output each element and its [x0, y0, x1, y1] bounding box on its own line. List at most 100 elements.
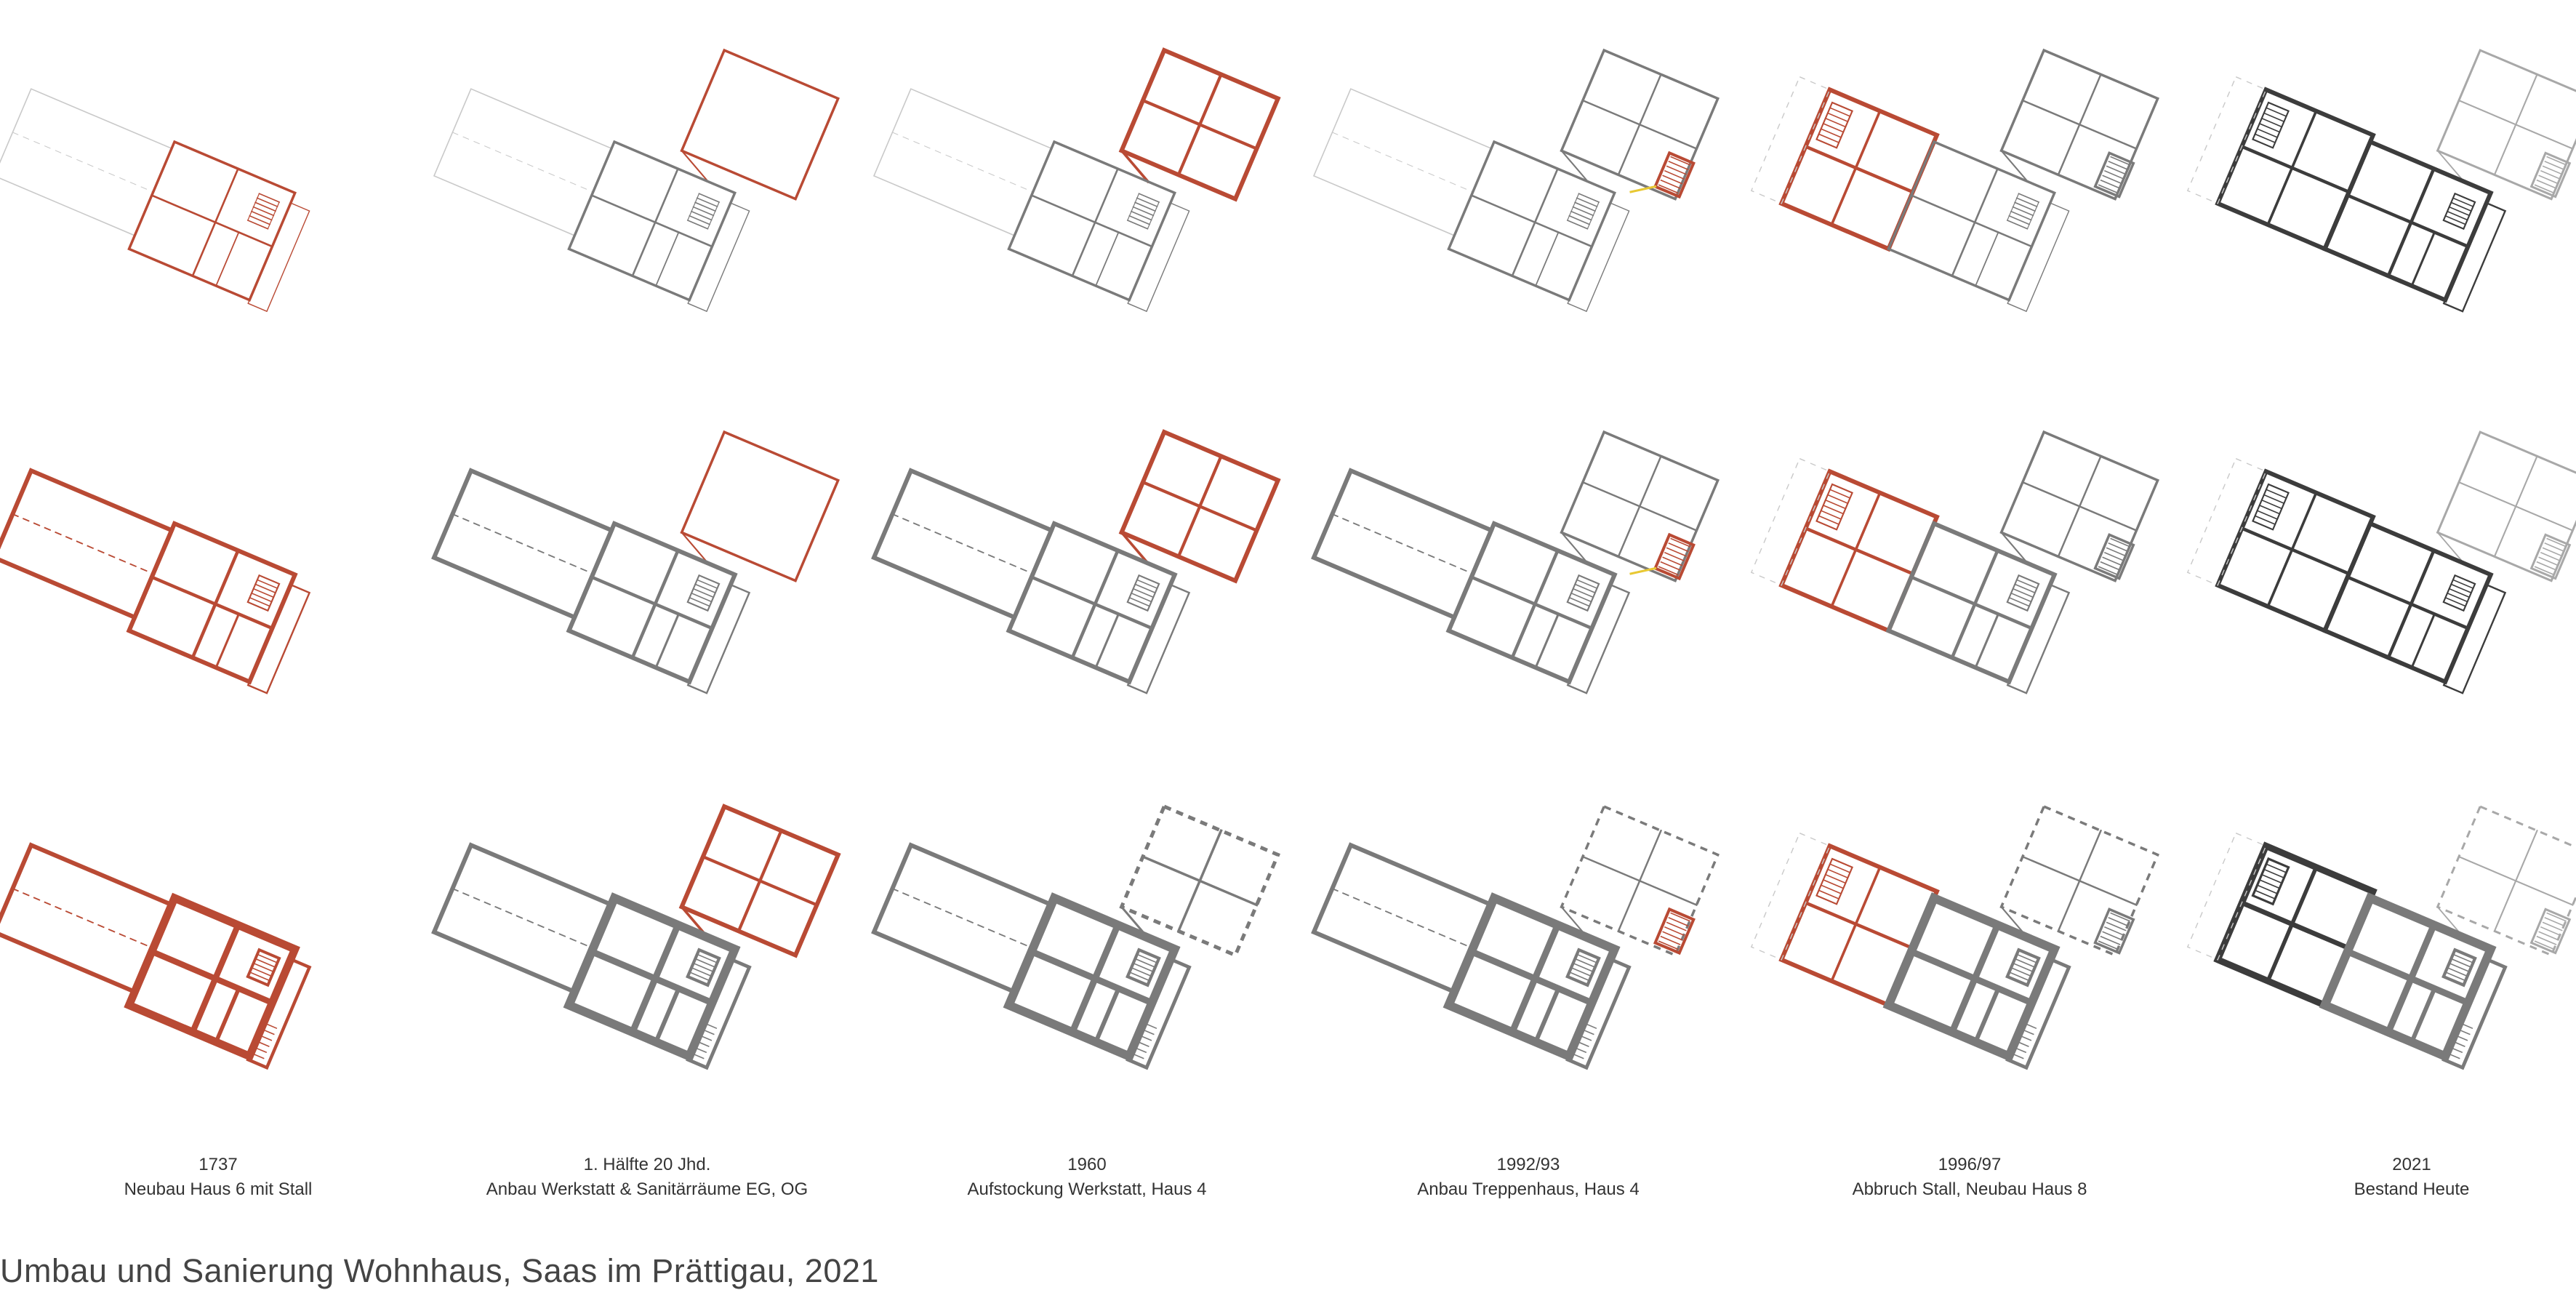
haus-6-outline [567, 140, 737, 302]
haus-4-outline [1999, 804, 2159, 957]
treppenhaus-stair [2546, 537, 2567, 548]
haus-6-wall [1027, 947, 1157, 1007]
haus-8-stair [2254, 133, 2276, 144]
treppenhaus-outline [2093, 151, 2135, 199]
treppenhaus-stair [1670, 156, 1691, 166]
haus-6-wall [1094, 612, 1120, 670]
haus-4-wall [701, 854, 819, 908]
treppenhaus-stair [2534, 566, 2555, 576]
haus-6-stair [690, 592, 713, 603]
treppenhaus-stair [1666, 165, 1687, 175]
haus-6-outer-stair [2452, 1047, 2463, 1054]
haus-8-stair [2256, 128, 2279, 138]
haus-6-stair [1578, 574, 1600, 585]
haus-6-stair [246, 975, 269, 986]
haus-6-stair [2454, 193, 2476, 203]
treppenhaus-stair [2103, 926, 2124, 937]
haus-6-outer-stair [1133, 1053, 1144, 1059]
stall-axis-line [1331, 513, 1474, 575]
haus-6-wall [1974, 231, 1999, 287]
haus-8-stair [1824, 117, 1847, 128]
haus-6-stair [2442, 219, 2465, 230]
haus-6-outline [1885, 521, 2058, 685]
haus-8-stair [1826, 112, 1849, 123]
haus-6-stair [686, 219, 709, 230]
haus-8-stair [2252, 894, 2274, 905]
treppenhaus-stair [2106, 921, 2127, 932]
treppenhaus-stair [1662, 556, 1683, 566]
haus-4-link-wall [1120, 530, 1150, 566]
haus-8-stair [2260, 499, 2283, 510]
haus-6-wall [2409, 985, 2438, 1046]
stall-axis-line [1331, 887, 1474, 950]
haus-4-outline [1560, 48, 1720, 201]
haus-6-stair [696, 953, 718, 964]
haus-6-stair [2006, 219, 2029, 230]
haus-8-wall [1803, 144, 1915, 194]
plan-stage-5-floor-3 [1750, 804, 2159, 1070]
haus-8-stair [2263, 494, 2285, 505]
haus-8-terrace [1750, 76, 1831, 204]
haus-4-wall [1581, 481, 1698, 532]
haus-6-wall [190, 548, 241, 660]
treppenhaus-stair [1668, 161, 1689, 171]
haus-6-outline [124, 892, 300, 1062]
haus-6-stair [694, 201, 716, 212]
haus-4-link-wall [2436, 149, 2465, 183]
haus-6-wall [1067, 921, 1123, 1037]
haus-6-stair [2448, 206, 2471, 217]
haus-8-stair [2260, 873, 2283, 884]
treppenhaus-stair [2540, 551, 2561, 562]
haus-6-stair [1136, 197, 1158, 208]
haus-8-stair [1829, 107, 1851, 117]
haus-8-stair [1815, 520, 1838, 531]
haus-4-outline [680, 48, 840, 201]
haus-6-stair [246, 219, 269, 230]
haus-6-stair [1126, 601, 1149, 612]
haus-4-outline [678, 804, 841, 958]
haus-6-outer-stair [2013, 1053, 2024, 1059]
haus-6-wall [1509, 548, 1560, 660]
haus-8-stair [1824, 499, 1847, 510]
haus-6-wall [1029, 574, 1155, 630]
haus-6-stair [1134, 201, 1156, 212]
haus-6-stair [689, 215, 711, 225]
haus-6-wall [2410, 231, 2436, 288]
treppenhaus-stair [1668, 917, 1689, 927]
haus-6-wall [1511, 167, 1560, 278]
haus-4-link-wall [681, 531, 710, 565]
haus-4-wall [2021, 481, 2138, 532]
haus-6-wall [1951, 167, 1999, 278]
plan-stage-5-floor-2 [1750, 430, 2159, 694]
haus-6-stair [1578, 949, 1600, 959]
haus-6-stair [1128, 215, 1151, 225]
treppenhaus-outline [2529, 151, 2572, 199]
stall-outline [0, 88, 173, 236]
haus-6-wall [1973, 985, 2002, 1046]
treppenhaus-stair [1658, 184, 1679, 194]
treppenhaus-stair [2540, 169, 2561, 180]
haus-6-stair [1568, 971, 1591, 982]
haus-8-stair [2267, 101, 2290, 112]
treppenhaus-stair [1670, 912, 1691, 922]
treppenhaus-outline [1653, 532, 1696, 581]
haus-8-stair [2258, 878, 2281, 889]
haus-8-stair [2263, 112, 2285, 123]
haus-8-stair [2256, 884, 2279, 894]
haus-4-outline [1999, 48, 2159, 201]
stall-axis-line [891, 513, 1034, 575]
haus-8-stair [2265, 863, 2287, 873]
haus-8-wall [2239, 144, 2351, 194]
haus-6-stair [1566, 601, 1589, 612]
haus-6-stair [696, 197, 718, 208]
haus-8-stair [1831, 857, 1853, 868]
stage-6-year: 2021 [2392, 1155, 2431, 1174]
haus-8-stair [2252, 138, 2274, 149]
treppenhaus-stair [2546, 156, 2567, 166]
haus-6-wall [589, 574, 715, 630]
haus-6-outer-stair [2462, 1023, 2473, 1030]
haus-8-stair [2265, 489, 2287, 499]
haus-8-wall [1829, 491, 1882, 609]
haus-4-outline [1999, 430, 2159, 582]
haus-6-outer-stair [1573, 1053, 1584, 1059]
